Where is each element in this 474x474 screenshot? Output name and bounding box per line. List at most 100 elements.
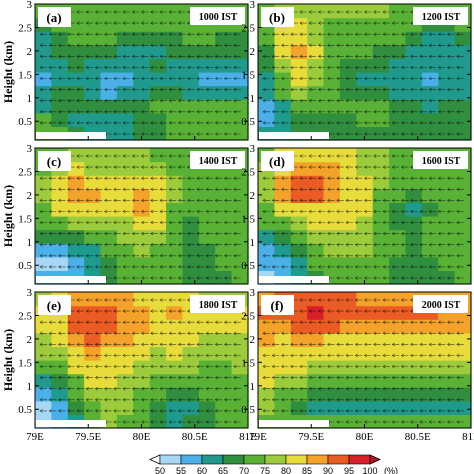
rh-cell <box>231 319 249 334</box>
rh-cell <box>290 305 308 320</box>
wind-arrow-row <box>262 54 464 59</box>
rh-cell <box>149 44 167 59</box>
y-tick-label: 2.5 <box>241 310 255 322</box>
rh-cell <box>356 202 374 217</box>
rh-cell <box>258 188 275 203</box>
y-axis-label: Height (km) <box>1 41 15 103</box>
rh-cell <box>84 400 102 415</box>
rh-cell <box>133 31 151 46</box>
rh-cell <box>116 31 134 46</box>
rh-cell <box>274 31 292 46</box>
rh-cell <box>356 44 374 59</box>
rh-cell <box>438 216 456 231</box>
rh-cell <box>149 346 167 361</box>
rh-cell <box>438 175 456 190</box>
rh-cell <box>215 58 233 73</box>
rh-cell <box>100 256 118 271</box>
rh-cell <box>116 58 134 73</box>
rh-cell <box>182 112 200 127</box>
rh-cell <box>290 72 308 87</box>
rh-cell <box>100 332 118 347</box>
rh-cell <box>149 319 167 334</box>
rh-cell <box>389 346 407 361</box>
rh-cell <box>166 126 184 141</box>
rh-cell <box>372 229 390 244</box>
y-tick-label: 2 <box>27 46 33 58</box>
panel-a: 0.5 1 1.5 2 2.5 3 Height (km) (a) 1000 IST <box>1 0 249 141</box>
rh-cell <box>231 387 249 402</box>
colorbar-tick-label: 95 <box>344 466 354 474</box>
rh-cell <box>372 85 390 100</box>
rh-cell <box>67 188 85 203</box>
rh-cell <box>231 360 249 375</box>
rh-cell <box>389 99 407 114</box>
rh-cell <box>215 346 233 361</box>
wind-arrow-row <box>262 231 464 236</box>
rh-cell <box>100 373 118 388</box>
colorbar-swatch <box>222 454 245 465</box>
rh-cell <box>166 58 184 73</box>
panel-f: 0.5 1 1.5 2 2.5 3 79E 79.5E 80E 80.5E 81E (f) 2000 I… <box>241 287 474 443</box>
rh-cell <box>100 161 118 176</box>
rh-cell <box>339 31 357 46</box>
rh-cell <box>421 188 439 203</box>
panel-e: 0.5 1 1.5 2 2.5 3 79E 79.5E 80E 80.5E 81E Height (k… <box>1 287 257 443</box>
rh-cell <box>258 44 275 59</box>
rh-cell <box>372 305 390 320</box>
colorbar-tick-label: 90 <box>323 466 333 474</box>
rh-cell <box>372 400 390 415</box>
rh-cell <box>84 202 102 217</box>
x-tick-label: 80E <box>133 431 151 443</box>
rh-cell <box>182 270 200 285</box>
rh-cell <box>35 319 52 334</box>
rh-cell <box>290 17 308 32</box>
rh-cell <box>339 85 357 100</box>
rh-cell <box>215 188 233 203</box>
panel-letter-box <box>38 295 71 315</box>
rh-cell <box>231 373 249 388</box>
rh-cell <box>339 387 357 402</box>
y-tick-label: 1 <box>250 237 256 249</box>
rh-cell <box>323 188 341 203</box>
rh-cell <box>372 387 390 402</box>
rh-cell <box>438 270 456 285</box>
rh-cell <box>116 112 134 127</box>
rh-cell <box>166 414 184 429</box>
rh-cell <box>67 373 85 388</box>
rh-cell <box>51 175 69 190</box>
rh-cell <box>454 229 472 244</box>
rh-cell <box>84 58 102 73</box>
rh-cell <box>133 44 151 59</box>
rh-cell <box>405 243 423 258</box>
wind-arrow-row <box>262 242 464 247</box>
rh-cell <box>405 256 423 271</box>
y-tick-label: 2 <box>27 190 33 202</box>
rh-cell <box>100 243 118 258</box>
time-label: 1600 IST <box>422 156 461 167</box>
rh-cell <box>339 414 357 429</box>
rh-cell <box>116 360 134 375</box>
rh-cell <box>290 229 308 244</box>
rh-cell <box>100 58 118 73</box>
rh-cell <box>51 319 69 334</box>
rh-cell <box>405 346 423 361</box>
rh-cell <box>454 373 472 388</box>
rh-cell <box>274 58 292 73</box>
rh-cell <box>149 4 167 19</box>
wind-arrow-row <box>39 231 241 236</box>
rh-cell <box>149 414 167 429</box>
rh-cell <box>307 4 325 19</box>
colorbar-over-triangle <box>369 454 381 465</box>
wind-arrow-row <box>262 342 464 347</box>
rh-cell <box>35 373 52 388</box>
rh-cell <box>323 17 341 32</box>
x-tick-label: 80.5E <box>405 431 431 443</box>
rh-cell <box>372 44 390 59</box>
rh-cell <box>116 414 134 429</box>
panel-letter-box <box>261 151 294 171</box>
rh-cell <box>356 112 374 127</box>
rh-cell <box>274 256 292 271</box>
rh-cell <box>389 85 407 100</box>
rh-cell <box>51 229 69 244</box>
rh-cell <box>231 216 249 231</box>
